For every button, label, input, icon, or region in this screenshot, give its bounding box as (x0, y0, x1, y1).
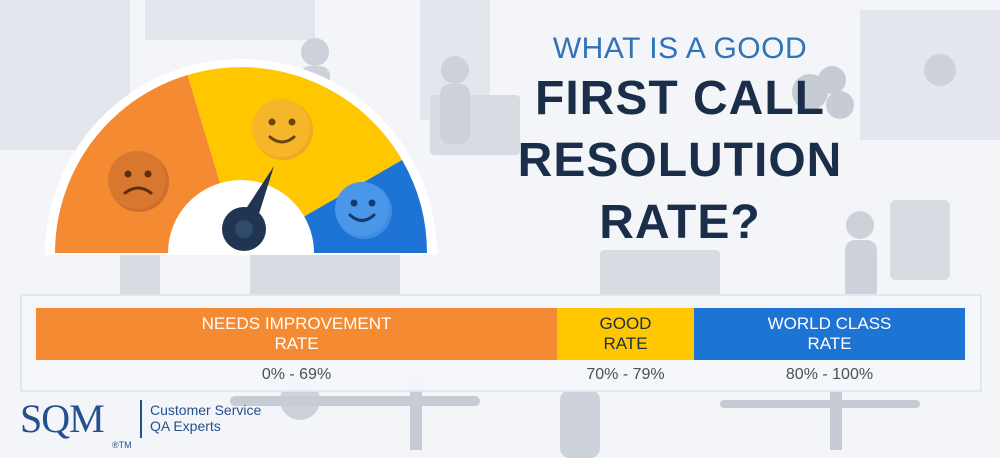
sqm-logo: SQM ®TM Customer Service QA Experts (20, 392, 300, 452)
headline-line-4: RATE? (599, 196, 761, 249)
world-class-label-line-1: WORLD CLASS (767, 314, 892, 333)
headline-line-2: FIRST CALL (535, 72, 825, 125)
needs-improvement-range: 0% - 69% (261, 366, 332, 383)
logo-divider (140, 400, 142, 438)
headline-line-3: RESOLUTION (517, 134, 843, 187)
world-class-label-line-2: RATE (807, 334, 852, 353)
happy-face-icon (335, 182, 392, 239)
world-class-range: 80% - 100% (785, 366, 874, 383)
headline-line-1: WHAT IS A GOOD (552, 32, 808, 65)
needs-improvement-bar: NEEDS IMPROVEMENT RATE (36, 308, 557, 360)
needs-improvement-label-line-1: NEEDS IMPROVEMENT (201, 314, 392, 333)
smile-face-icon (252, 99, 313, 160)
fcr-gauge (45, 59, 437, 255)
rating-scale: NEEDS IMPROVEMENT RATE GOOD RATE WORLD C… (20, 294, 982, 392)
logo-wordmark: SQM (20, 396, 105, 441)
good-range: 70% - 79% (586, 366, 665, 383)
good-label-line-2: RATE (603, 334, 648, 353)
logo-tagline-line-1: Customer Service (150, 402, 262, 418)
good-label-line-1: GOOD (599, 314, 652, 333)
gauge-needle (222, 166, 274, 251)
headline: WHAT IS A GOOD FIRST CALL RESOLUTION RAT… (470, 30, 890, 254)
good-bar: GOOD RATE (557, 308, 694, 360)
needs-improvement-label-line-2: RATE (274, 334, 319, 353)
sad-face-icon (108, 151, 169, 212)
logo-tagline: Customer Service QA Experts (150, 402, 261, 434)
world-class-bar: WORLD CLASS RATE (694, 308, 965, 360)
logo-trademark: ®TM (112, 440, 132, 450)
logo-tagline-line-2: QA Experts (150, 418, 221, 434)
